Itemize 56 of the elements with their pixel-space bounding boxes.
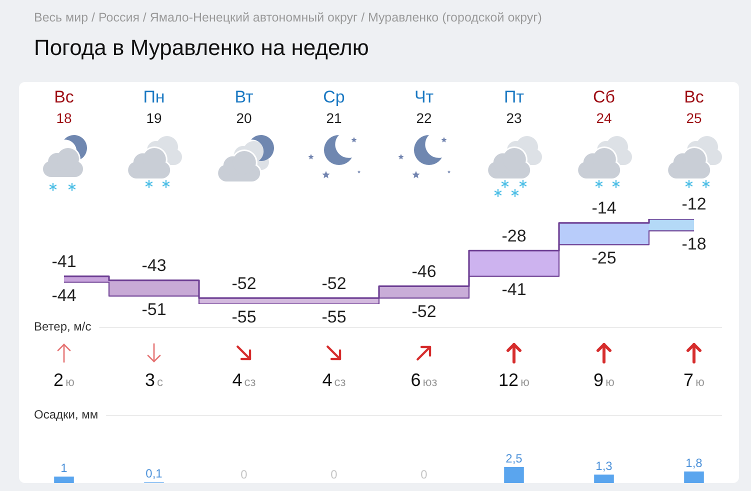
data-label: 4 (232, 370, 242, 390)
data-label: -46 (412, 262, 436, 281)
data-label: 0 (240, 467, 248, 482)
text: ю (520, 375, 530, 389)
data-label: -28 (502, 226, 526, 246)
data-label: -25 (592, 248, 616, 268)
data-label: -41 (52, 252, 76, 272)
data-label: 1 (60, 460, 68, 475)
text: ю (696, 375, 705, 389)
data-label: 7 (683, 370, 694, 390)
data-label: -52 (412, 302, 436, 321)
text: ю (606, 375, 615, 389)
data-label: -18 (682, 234, 706, 254)
data-label: -12 (682, 194, 706, 214)
text: сз (334, 375, 346, 389)
bar (54, 476, 74, 483)
chart-title: Погода в Муравленко на неделю (34, 35, 369, 60)
data-label: 1,3 (596, 458, 613, 473)
data-label: -44 (52, 286, 76, 305)
data-label: 3 (144, 370, 156, 390)
data-label: 0 (330, 467, 338, 482)
bar (684, 471, 704, 483)
data-label: 0,1 (146, 466, 163, 481)
x-tick-label: Пн 19 (143, 88, 165, 126)
text: ю (66, 375, 75, 389)
text: юз (422, 375, 438, 389)
text: Ветер, м/с (34, 319, 92, 334)
data-label: 6 (410, 370, 421, 390)
text: сз (244, 375, 256, 389)
data-label: 12 (498, 370, 519, 390)
text: с (157, 375, 164, 389)
x-tick-label: Ср 21 (323, 88, 345, 126)
x-tick-label: Вс 25 (684, 88, 704, 126)
data-label: -52 (322, 274, 346, 293)
bar (504, 467, 524, 483)
data-label: -14 (592, 198, 616, 218)
x-tick-label: Чт 22 (414, 88, 434, 126)
bar (594, 474, 614, 483)
data-label: -55 (232, 308, 256, 327)
x-tick-label: Вт 20 (234, 88, 254, 126)
data-label: -41 (502, 280, 526, 300)
x-tick-label: Вс 18 (54, 88, 74, 126)
data-label: -52 (232, 274, 256, 293)
x-tick-label: Пт 23 (504, 88, 524, 126)
x-tick-label: Сб 24 (592, 88, 616, 126)
data-label: 2 (53, 370, 64, 390)
data-label: -55 (322, 308, 346, 327)
data-label: 1,8 (686, 456, 703, 470)
data-label: 0 (420, 467, 428, 482)
data-label: -51 (142, 300, 166, 319)
data-label: 9 (593, 370, 604, 390)
chart-title: Осадки, мм (34, 407, 98, 422)
data-label: 2,5 (506, 451, 523, 466)
text: Весь мир / Россия / Ямало-Ненецкий автономный округ / Муравленко (городской округ) (34, 10, 542, 24)
data-label: 4 (322, 370, 332, 390)
data-label: -43 (142, 256, 166, 275)
